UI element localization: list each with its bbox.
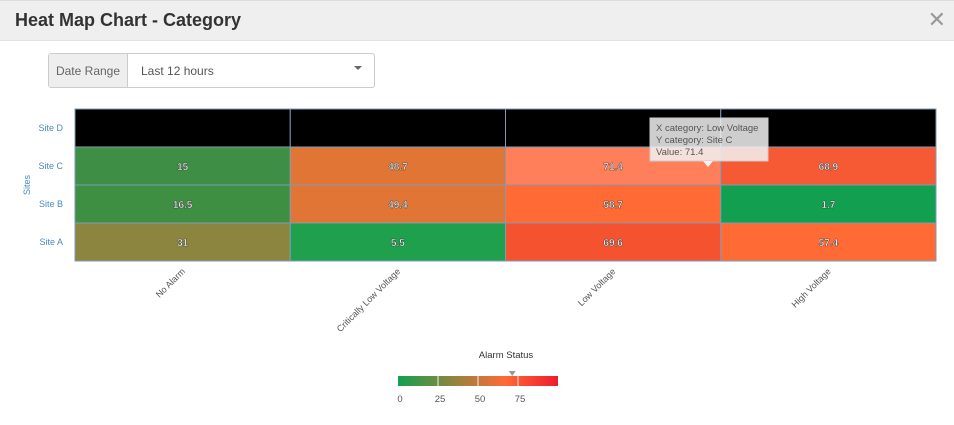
cell-label: 31 [177,238,189,249]
heatmap-cell[interactable] [74,222,291,262]
date-range-select[interactable]: Date Range Last 12 hours [48,53,375,88]
heatmap-cell[interactable] [289,146,506,186]
tooltip-line: Value: 71.4 [656,147,703,158]
tooltip-line: Y category: Site C [656,135,733,146]
legend-tick-label: 0 [397,394,402,405]
x-tick-label: No Alarm [154,266,187,299]
legend-marker-icon [508,371,516,376]
y-axis-label: Sites [22,174,32,195]
cell-label: 68.9 [819,162,839,173]
cell-label: 48.7 [388,162,408,173]
chevron-down-icon [354,66,362,70]
legend-tick-label: 75 [515,394,526,405]
heatmap-cell[interactable] [505,184,722,224]
modal-header: Heat Map Chart - Category ✕ [0,0,954,41]
cell-label: 49.4 [388,200,408,211]
heatmap-cell[interactable] [720,222,937,262]
heatmap-cell[interactable] [289,184,506,224]
cell-label: 57.4 [819,238,839,249]
legend-tick-label: 25 [435,394,446,405]
heatmap-cell[interactable] [720,184,937,224]
heatmap-cell[interactable] [74,146,291,186]
x-tick-label: Critically Low Voltage [335,266,403,334]
close-icon[interactable]: ✕ [927,7,946,32]
legend-title: Alarm Status [479,350,534,361]
heatmap-cell[interactable] [289,222,506,262]
tooltip-pointer [703,161,713,167]
y-tick-label: Site C [38,161,63,171]
heatmap-cell[interactable] [74,108,291,148]
date-range-value[interactable]: Last 12 hours [128,54,374,87]
cell-label: 15 [177,162,189,173]
heatmap-cell[interactable] [505,222,722,262]
legend-tick-label: 50 [475,394,486,405]
cell-label: 5.5 [391,238,405,249]
heatmap-cell[interactable] [289,108,506,148]
cell-label: 58.7 [603,200,623,211]
y-tick-label: Site B [39,199,63,209]
x-tick-label: High Voltage [790,266,833,309]
date-range-value-text: Last 12 hours [141,63,214,78]
cell-label: 16.5 [173,200,193,211]
modal-title: Heat Map Chart - Category [15,10,242,30]
cell-label: 1.7 [821,200,835,211]
date-range-label: Date Range [49,54,128,87]
x-tick-label: Low Voltage [576,266,618,308]
tooltip [649,117,769,162]
cell-label: 71.4 [603,162,623,173]
cell-label: 69.6 [603,238,623,249]
y-tick-label: Site D [38,123,63,133]
y-tick-label: Site A [39,237,63,247]
tooltip-line: X category: Low Voltage [656,123,758,134]
